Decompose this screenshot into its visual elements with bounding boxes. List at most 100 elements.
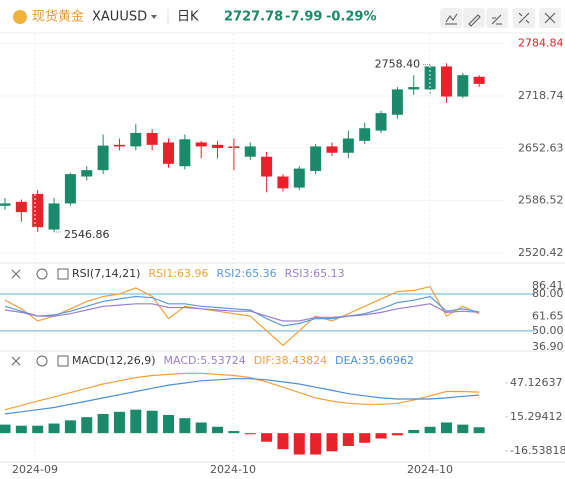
y-tick-label: 36.90 <box>532 340 564 353</box>
histogram-bar <box>0 424 11 434</box>
histogram-bar <box>277 433 289 450</box>
annotation: 2758.40 <box>375 58 421 71</box>
histogram-bar <box>310 433 322 455</box>
candle-body <box>179 139 191 167</box>
rsi-controls <box>11 268 69 280</box>
histogram-bar <box>228 431 240 434</box>
line <box>4 303 480 322</box>
candle-body <box>244 146 256 157</box>
histogram-bar <box>195 422 207 434</box>
histogram-bar <box>473 427 485 434</box>
histogram-bar <box>375 433 387 439</box>
x-tick-label: 2024-10 <box>210 463 256 476</box>
y-tick-label: 2586.52 <box>518 194 564 207</box>
dropdown-arrow[interactable] <box>151 15 157 19</box>
legend-entry: RSI1:63.96 <box>148 267 208 280</box>
y-tick-label: 2718.74 <box>518 89 564 102</box>
y-tick-label: 15.29412 <box>510 410 563 423</box>
candle-body <box>277 176 289 189</box>
histogram-bar <box>326 433 338 452</box>
instrument-name[interactable]: 现货黄金 <box>32 9 84 25</box>
y-tick-label: 50.00 <box>532 324 564 337</box>
histogram-bar <box>15 425 27 434</box>
candle-body <box>64 174 76 204</box>
change-percent: -0.29% <box>326 10 377 25</box>
candle-body <box>195 142 207 147</box>
histogram-bar <box>457 424 469 434</box>
candle-body <box>457 75 469 97</box>
tool-button[interactable] <box>486 8 508 28</box>
histogram-bar <box>163 415 174 434</box>
close-icon[interactable] <box>11 356 21 366</box>
candle-body <box>440 66 452 97</box>
candle-body <box>212 144 224 148</box>
histogram-bar <box>64 420 76 434</box>
legend-entry: RSI3:65.13 <box>285 267 345 280</box>
candle-body <box>48 203 60 230</box>
line <box>4 295 480 327</box>
candle-body <box>0 203 11 206</box>
candle-body <box>163 142 174 164</box>
y-tick-label: -16.53818 <box>510 444 565 457</box>
candle-body <box>32 193 44 228</box>
info-icon[interactable] <box>57 355 69 367</box>
y-tick-label: 86.41 <box>532 279 564 292</box>
candle-body <box>424 66 436 90</box>
histogram-bar <box>293 433 305 455</box>
candle-body <box>113 144 125 147</box>
symbol[interactable]: XAUUSD <box>92 10 147 25</box>
panel-title: MACD(12,26,9) <box>72 354 156 367</box>
gold-icon <box>13 10 27 24</box>
candle-body <box>310 146 322 171</box>
candle-body <box>15 201 27 213</box>
candle-body <box>408 87 420 90</box>
line <box>4 378 480 415</box>
histogram-bar <box>359 433 371 443</box>
change: -7.99 <box>285 10 322 25</box>
info-icon[interactable] <box>57 268 69 280</box>
candle-body <box>375 113 387 131</box>
toolbar <box>440 8 561 28</box>
y-tick-label: 80.00 <box>532 287 564 300</box>
histogram-bar <box>261 433 273 442</box>
panel-title: RSI(7,14,21) <box>72 267 140 280</box>
x-tick-label: 2024-09 <box>12 463 58 476</box>
legend-entry: DEA:35.66962 <box>335 354 414 367</box>
histogram-bar <box>113 411 125 434</box>
legend-entry: MACD:5.53724 <box>164 354 246 367</box>
period[interactable]: 日K <box>177 10 199 25</box>
histogram-bar <box>32 425 44 434</box>
line <box>4 286 480 347</box>
candle-body <box>473 76 485 84</box>
legend-entry: RSI2:65.36 <box>217 267 277 280</box>
candle-body <box>130 132 142 147</box>
histogram-bar <box>97 413 109 434</box>
candle-body <box>359 128 371 141</box>
candle-body <box>293 168 305 188</box>
candle-body <box>146 132 158 145</box>
histogram-bar <box>130 409 142 434</box>
tool-button[interactable] <box>463 8 485 28</box>
y-tick-label: 47.12637 <box>510 376 563 389</box>
legend-entry: DIF:38.43824 <box>254 354 327 367</box>
close-icon[interactable] <box>11 269 21 279</box>
tool-icon <box>544 12 556 24</box>
histogram-bar <box>408 429 420 434</box>
tool-icon <box>445 13 458 25</box>
candle-body <box>228 146 240 148</box>
settings-icon[interactable] <box>36 268 48 280</box>
histogram-bar <box>440 422 452 434</box>
tool-icon <box>468 14 481 27</box>
settings-icon[interactable] <box>36 355 48 367</box>
tool-icon <box>518 12 530 24</box>
histogram-bar <box>212 426 224 434</box>
histogram-bar <box>81 417 93 434</box>
histogram-bar <box>244 433 256 435</box>
x-tick-label: 2024-10 <box>407 463 453 476</box>
annotation: 2546.86 <box>64 228 110 241</box>
price: 2727.78 <box>224 10 283 25</box>
histogram-bar <box>424 426 436 434</box>
histogram-bar <box>179 418 191 434</box>
y-tick-label: 2520.42 <box>518 246 564 259</box>
